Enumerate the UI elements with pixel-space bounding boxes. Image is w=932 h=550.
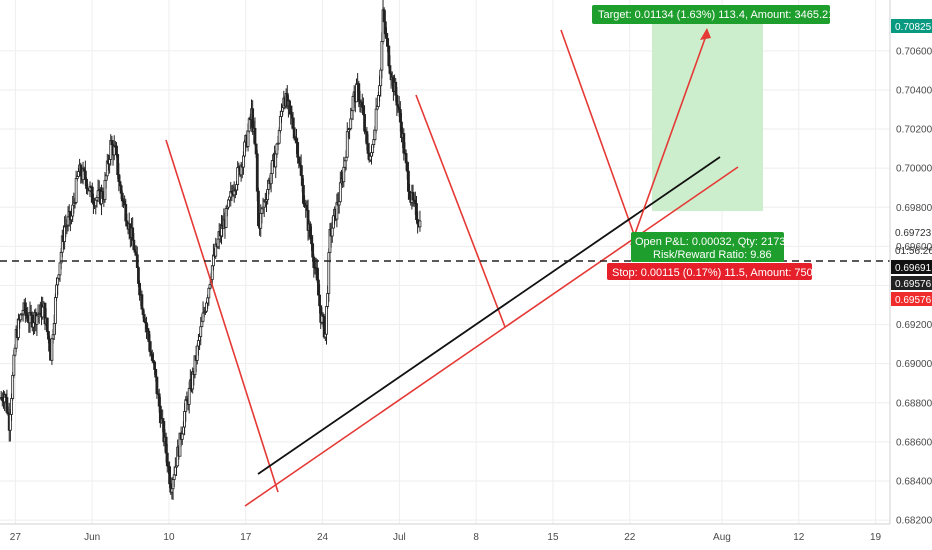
y-tick-label: 0.68800 (896, 398, 932, 409)
y-tick-label: 0.70000 (896, 164, 932, 175)
x-tick-label: 24 (317, 532, 329, 543)
downtrend-line-2[interactable] (415, 94, 506, 328)
stop-price-tag: 0.69576 (891, 292, 932, 306)
countdown-tag: 01:56:26 (895, 246, 932, 257)
svg-text:Risk/Reward Ratio: 9.86: Risk/Reward Ratio: 9.86 (653, 249, 772, 261)
x-tick-label: Aug (713, 532, 731, 543)
open-pl-label-box[interactable]: Open P&L: 0.00032, Qty: 217391 Risk/Rewa… (631, 232, 798, 262)
drawing-tools[interactable] (0, 28, 890, 507)
candle (155, 376, 159, 399)
y-tick-label: 0.68200 (896, 516, 932, 527)
entry-price-tag: 0.69576 (891, 276, 932, 290)
y-tick-label: 0.70200 (896, 125, 932, 136)
svg-text:0.70825: 0.70825 (895, 22, 932, 33)
candle (214, 237, 218, 260)
y-tick-labels: 0.70600 0.70400 0.70200 0.70000 0.69800 0.696… (896, 46, 932, 526)
y-tick-label: 0.69200 (896, 320, 932, 331)
horizontal-line-price-tag: 0.69691 (891, 260, 932, 274)
x-tick-label: 27 (10, 532, 22, 543)
svg-text:Target: 0.01134 (1.63%) 113.4,: Target: 0.01134 (1.63%) 113.4, Amount: 3… (598, 9, 834, 21)
stop-label-box[interactable]: Stop: 0.00115 (0.17%) 11.5, Amount: 750 (607, 263, 813, 280)
support-trendline-red[interactable] (244, 166, 739, 507)
y-tick-label: 0.68600 (896, 437, 932, 448)
svg-text:01:56:26: 01:56:26 (895, 246, 932, 257)
y-tick-label: 0.69800 (896, 203, 932, 214)
svg-text:0.69723: 0.69723 (895, 228, 932, 239)
x-tick-label: 12 (793, 532, 805, 543)
svg-text:0.69576: 0.69576 (895, 295, 932, 306)
candlestick-series (0, 0, 422, 500)
x-tick-label: 19 (870, 532, 882, 543)
x-tick-label: 22 (624, 532, 636, 543)
y-tick-label: 0.69600 (896, 242, 932, 253)
svg-text:Stop: 0.00115 (0.17%) 11.5, Am: Stop: 0.00115 (0.17%) 11.5, Amount: 750 (612, 267, 813, 279)
target-price-tag: 0.70825 (891, 19, 932, 33)
y-tick-label: 0.68400 (896, 476, 932, 487)
x-tick-label: 15 (547, 532, 559, 543)
grid (0, 0, 890, 524)
candle (345, 122, 349, 158)
target-label-box[interactable]: Target: 0.01134 (1.63%) 113.4, Amount: 3… (592, 5, 834, 24)
svg-text:0.69691: 0.69691 (895, 263, 932, 274)
candle (418, 210, 422, 232)
current-price-tag: 0.69723 (895, 228, 932, 239)
y-tick-label: 0.70600 (896, 46, 932, 57)
y-tick-label: 0.69000 (896, 359, 932, 370)
x-tick-label: Jul (393, 532, 406, 543)
x-tick-label: Jun (84, 532, 100, 543)
price-axis[interactable] (0, 0, 891, 525)
x-tick-label: 17 (240, 532, 252, 543)
candle (257, 187, 260, 228)
position-zones (652, 6, 763, 212)
target-zone (652, 6, 763, 212)
x-tick-label: 8 (473, 532, 479, 543)
y-tick-label: 0.70400 (896, 85, 932, 96)
downtrend-line-3[interactable] (560, 29, 637, 241)
projection-arrowhead (700, 28, 711, 40)
downtrend-line-1[interactable] (165, 139, 279, 493)
svg-text:0.69576: 0.69576 (895, 279, 932, 290)
svg-text:Open P&L: 0.00032, Qty: 217391: Open P&L: 0.00032, Qty: 217391 (635, 236, 798, 248)
x-tick-label: 10 (163, 532, 175, 543)
x-tick-labels: 27 Jun 10 17 24 Jul 8 15 22 Aug 12 19 (10, 532, 882, 543)
projection-arrow[interactable] (630, 32, 708, 246)
candle (374, 97, 378, 134)
